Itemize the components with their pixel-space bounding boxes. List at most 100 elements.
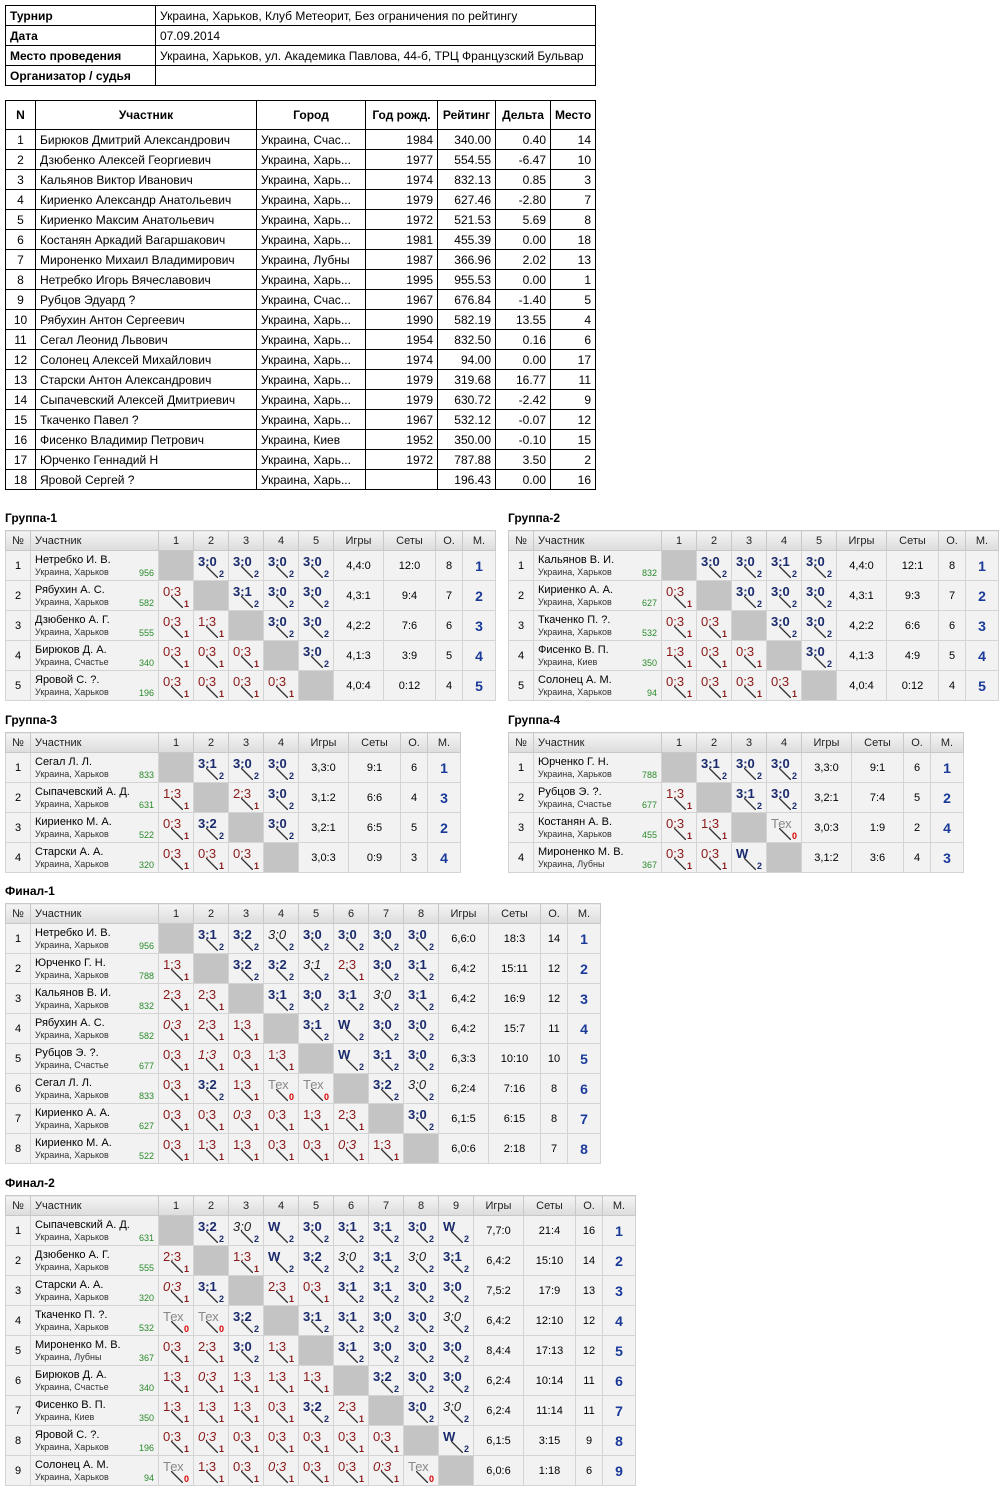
score: 3:0 (408, 1279, 427, 1294)
player-number: 5 (5, 1043, 31, 1074)
divider (416, 1471, 428, 1483)
match-points: 2 (756, 861, 762, 871)
score: 0:3 (701, 846, 720, 861)
player-name: Дзюбенко А. Г. (35, 1248, 110, 1261)
place: 2 (930, 782, 964, 813)
player-row: 1 Сегал Л. Л. Украина, Харьков 833 3:1 2 3:0 2 3… (5, 752, 461, 783)
points: 8 (435, 550, 463, 581)
score: 3:1 (408, 957, 427, 972)
place: 2 (462, 580, 496, 611)
header-cell: О. (903, 732, 931, 753)
score: 0:3 (268, 1399, 287, 1414)
header-cell: 1 (158, 903, 194, 924)
participant-cell: 12 (5, 349, 36, 370)
participant-cell: Украина, Счас... (256, 289, 366, 310)
participant-row: 5 Кириенко Максим Анатольевич Украина, Хар… (5, 209, 596, 230)
score: 0:3 (666, 674, 685, 689)
participant-cell: 17 (550, 349, 596, 370)
player-row: 3 Кальянов В. И. Украина, Харьков 832 2:3 1 2:… (5, 983, 601, 1014)
participant-cell: 0.16 (495, 329, 551, 350)
score-cell: 0:3 1 (228, 640, 264, 671)
player-name: Сегал Л. Л. (35, 755, 93, 768)
score: 0:3 (163, 1339, 182, 1354)
divider (311, 999, 323, 1011)
match-points: 2 (393, 942, 399, 952)
player-row: 4 Ткаченко П. ?. Украина, Харьков 532 Тех 0 Те… (5, 1305, 636, 1336)
match-points: 1 (358, 972, 364, 982)
header-cell: № (508, 530, 534, 551)
score-cell: 3:0 2 (731, 550, 767, 581)
score: Тех (771, 816, 792, 831)
participant-cell: -0.07 (495, 409, 551, 430)
score: 0:3 (198, 1107, 217, 1122)
player-city: Украина, Харьков (35, 828, 109, 839)
points: 12 (540, 953, 568, 984)
score-cell: 3:0 2 (403, 1245, 439, 1276)
games: 6,4:2 (438, 953, 489, 984)
player-number: 1 (508, 550, 534, 581)
divider (241, 768, 253, 780)
match-points: 1 (756, 659, 762, 669)
match-points: 2 (218, 1294, 224, 1304)
score-cell: 3:0 2 (263, 782, 299, 813)
player-name: Солонец А. М. (538, 673, 612, 686)
points: 5 (903, 782, 931, 813)
participant-row: 18 Яровой Сергей ? Украина, Харь... 196.43 0… (5, 469, 596, 490)
match-points: 1 (288, 1152, 294, 1162)
participant-cell: Кальянов Виктор Иванович (35, 169, 257, 190)
divider (311, 566, 323, 578)
participant-cell: Украина, Харь... (256, 349, 366, 370)
score-cell: 3:0 2 (438, 1275, 474, 1306)
divider (276, 1291, 288, 1303)
score-cell: 0:3 1 (333, 1425, 369, 1456)
score: 0:3 (373, 1429, 392, 1444)
points: 4 (435, 670, 463, 701)
player-number: 4 (508, 842, 534, 873)
divider (171, 626, 183, 638)
divider (381, 1059, 393, 1071)
score: 3:0 (771, 614, 790, 629)
sets: 9:1 (348, 752, 401, 783)
player-row: 2 Дзюбенко А. Г. Украина, Харьков 555 2:3 1 1:… (5, 1245, 636, 1276)
divider (171, 858, 183, 870)
self-cell (263, 1013, 299, 1044)
header-cell: М. (930, 732, 964, 753)
score: 3:0 (443, 1369, 462, 1384)
player: Яровой С. ?. Украина, Харьков 196 (30, 1425, 159, 1456)
divider (241, 969, 253, 981)
sets: 10:14 (523, 1365, 576, 1396)
score-cell: 3:0 2 (801, 550, 837, 581)
score-cell: 3:0 2 (228, 752, 264, 783)
participant-row: 16 Фисенко Владимир Петрович Украина, Киев… (5, 429, 596, 450)
match-points: 2 (463, 1294, 469, 1304)
match-points: 1 (686, 659, 692, 669)
player: Сыпачевский А. Д. Украина, Харьков 631 (30, 1215, 159, 1246)
participant-cell: 1974 (365, 349, 438, 370)
match-points: 2 (358, 1294, 364, 1304)
place: 1 (602, 1215, 636, 1246)
points: 6 (903, 752, 931, 783)
match-points: 1 (288, 1122, 294, 1132)
score-cell: 0:3 1 (263, 1395, 299, 1426)
match-points: 1 (183, 1062, 189, 1072)
match-points: 1 (323, 1152, 329, 1162)
score-cell: 3:0 2 (298, 983, 334, 1014)
divider (744, 566, 756, 578)
score: 3:0 (198, 554, 217, 569)
score: 2:3 (268, 1279, 287, 1294)
divider (779, 798, 791, 810)
participant-row: 1 Бирюков Дмитрий Александрович Украина, С… (5, 129, 596, 150)
match-points: 2 (791, 629, 797, 639)
match-points: 0 (288, 1092, 294, 1102)
divider (416, 1059, 428, 1071)
player-city: Украина, Счастье (35, 656, 109, 667)
header-cell: Участник (30, 732, 159, 753)
participant-cell: Украина, Лубны (256, 249, 366, 270)
header-cell: Город (256, 100, 366, 130)
score: 3:1 (373, 1219, 392, 1234)
match-points: 2 (428, 1294, 434, 1304)
participant-cell: -1.40 (495, 289, 551, 310)
info-value: Украина, Харьков, ул. Академика Павлова,… (155, 45, 596, 66)
score-cell: 1:3 1 (193, 1133, 229, 1164)
